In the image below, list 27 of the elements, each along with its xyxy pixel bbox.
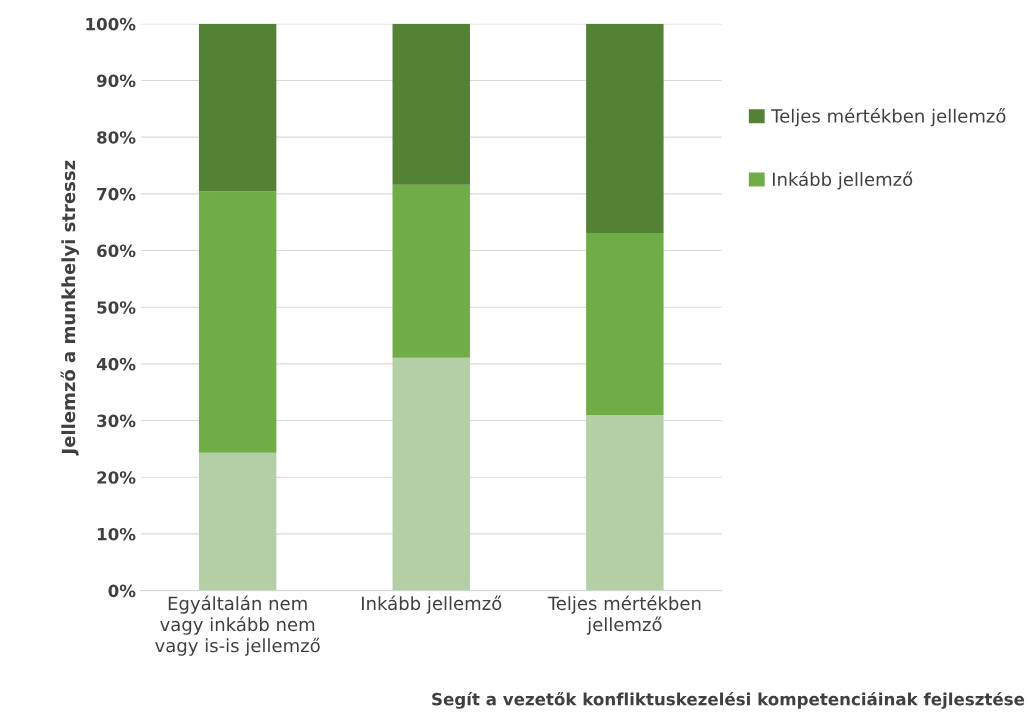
x-tick-label: Egyáltalán nem vagy inkább nem vagy is-is jellemző <box>155 595 320 656</box>
y-tick-label: 90% <box>96 74 136 88</box>
bar <box>586 232 664 415</box>
x-tick-label: Inkább jellemző <box>362 595 502 614</box>
y-tick-label: 40% <box>96 357 136 371</box>
y-axis-title: Jellemző a munkhelyi stressz <box>60 160 79 456</box>
x-axis-title: Segít a vezetők konfliktuskezelési kompetenciáinak fejlesztése <box>432 691 1025 709</box>
y-tick-label: 70% <box>97 187 136 201</box>
y-tick-label: 0% <box>108 584 136 598</box>
y-tick-label: 50% <box>97 301 136 314</box>
y-tick-label: 20% <box>97 471 136 484</box>
bar <box>392 357 470 591</box>
bar <box>586 23 664 233</box>
y-tick-label: 10% <box>97 527 136 541</box>
x-tick-label: Teljes mértékben jellemző <box>547 595 701 635</box>
legend-label: Inkább jellemző <box>772 171 913 190</box>
bar <box>198 23 277 192</box>
bar <box>586 414 664 591</box>
y-tick-label: 60% <box>97 244 136 258</box>
bar <box>198 191 277 453</box>
y-tick-label: 80% <box>97 131 136 144</box>
legend-label: Teljes mértékben jellemző <box>771 108 1006 127</box>
bar <box>392 184 470 358</box>
bar <box>392 23 470 185</box>
y-tick-label: 30% <box>97 414 136 428</box>
bar <box>198 452 277 591</box>
y-tick-label: 100% <box>86 17 136 31</box>
